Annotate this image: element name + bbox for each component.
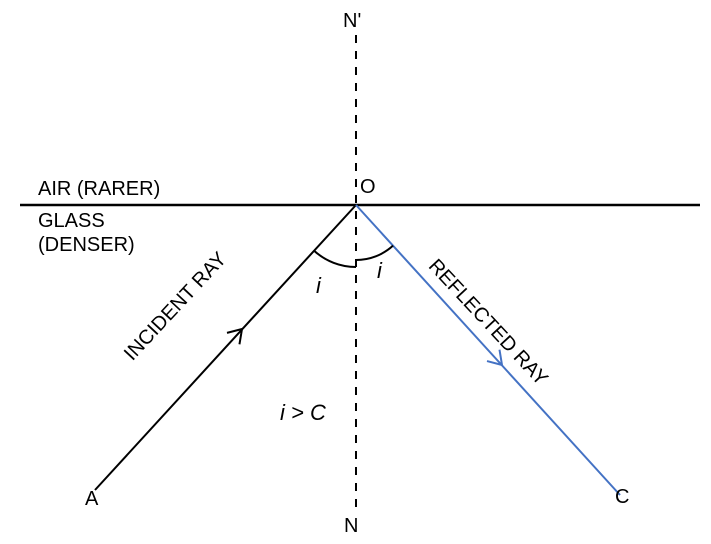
point-o-label: O — [360, 176, 376, 199]
reflected-angle-label: i — [377, 258, 382, 284]
upper-medium-label: AIR (RARER) — [38, 178, 160, 201]
lower-medium-label-2: (DENSER) — [38, 234, 135, 257]
incident-angle-label: i — [316, 273, 321, 299]
normal-bottom-label: N — [344, 515, 358, 538]
reflected-end-label: C — [615, 486, 629, 509]
condition-label: i > C — [280, 400, 326, 426]
incident-end-label: A — [85, 488, 98, 511]
lower-medium-label-1: GLASS — [38, 210, 105, 233]
normal-top-label: N' — [343, 10, 361, 33]
tir-diagram — [0, 0, 711, 544]
